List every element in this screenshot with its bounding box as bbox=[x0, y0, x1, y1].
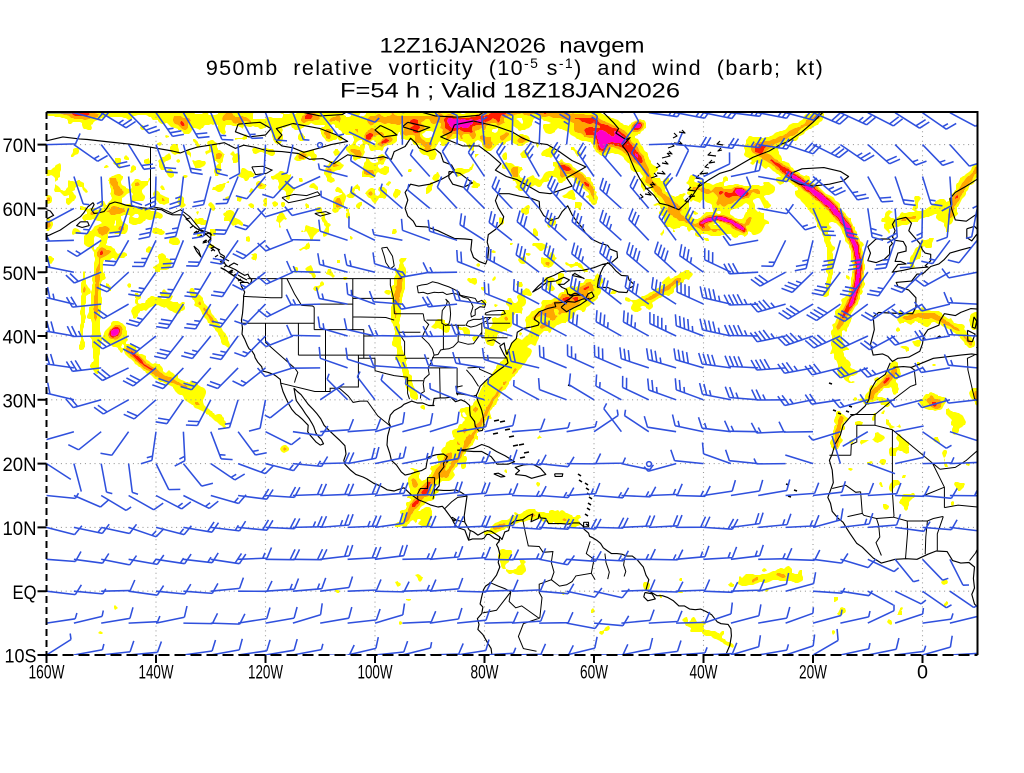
svg-text:100W: 100W bbox=[358, 663, 393, 684]
svg-text:F=54 h ; Valid 18Z18JAN2026: F=54 h ; Valid 18Z18JAN2026 bbox=[340, 79, 680, 103]
svg-text:10S: 10S bbox=[5, 647, 37, 668]
svg-text:120W: 120W bbox=[248, 663, 283, 684]
svg-text:50N: 50N bbox=[3, 264, 37, 285]
svg-text:20N: 20N bbox=[3, 455, 37, 476]
svg-text:160W: 160W bbox=[29, 663, 65, 684]
svg-text:10N: 10N bbox=[3, 519, 37, 540]
svg-text:12Z16JAN2026 navgem: 12Z16JAN2026 navgem bbox=[380, 34, 645, 58]
svg-text:950mb relative vorticity (1: 950mb relative vorticity (10-5 s-1) and … bbox=[206, 55, 824, 80]
svg-text:70N: 70N bbox=[3, 136, 37, 157]
svg-text:80W: 80W bbox=[471, 663, 499, 684]
svg-text:40W: 40W bbox=[690, 663, 718, 684]
svg-text:EQ: EQ bbox=[13, 583, 37, 604]
svg-text:20W: 20W bbox=[799, 663, 827, 684]
svg-text:0: 0 bbox=[917, 663, 928, 684]
svg-text:140W: 140W bbox=[139, 663, 174, 684]
svg-text:60N: 60N bbox=[3, 200, 37, 221]
svg-text:60W: 60W bbox=[580, 663, 608, 684]
svg-text:30N: 30N bbox=[3, 391, 37, 412]
svg-text:40N: 40N bbox=[3, 328, 37, 349]
